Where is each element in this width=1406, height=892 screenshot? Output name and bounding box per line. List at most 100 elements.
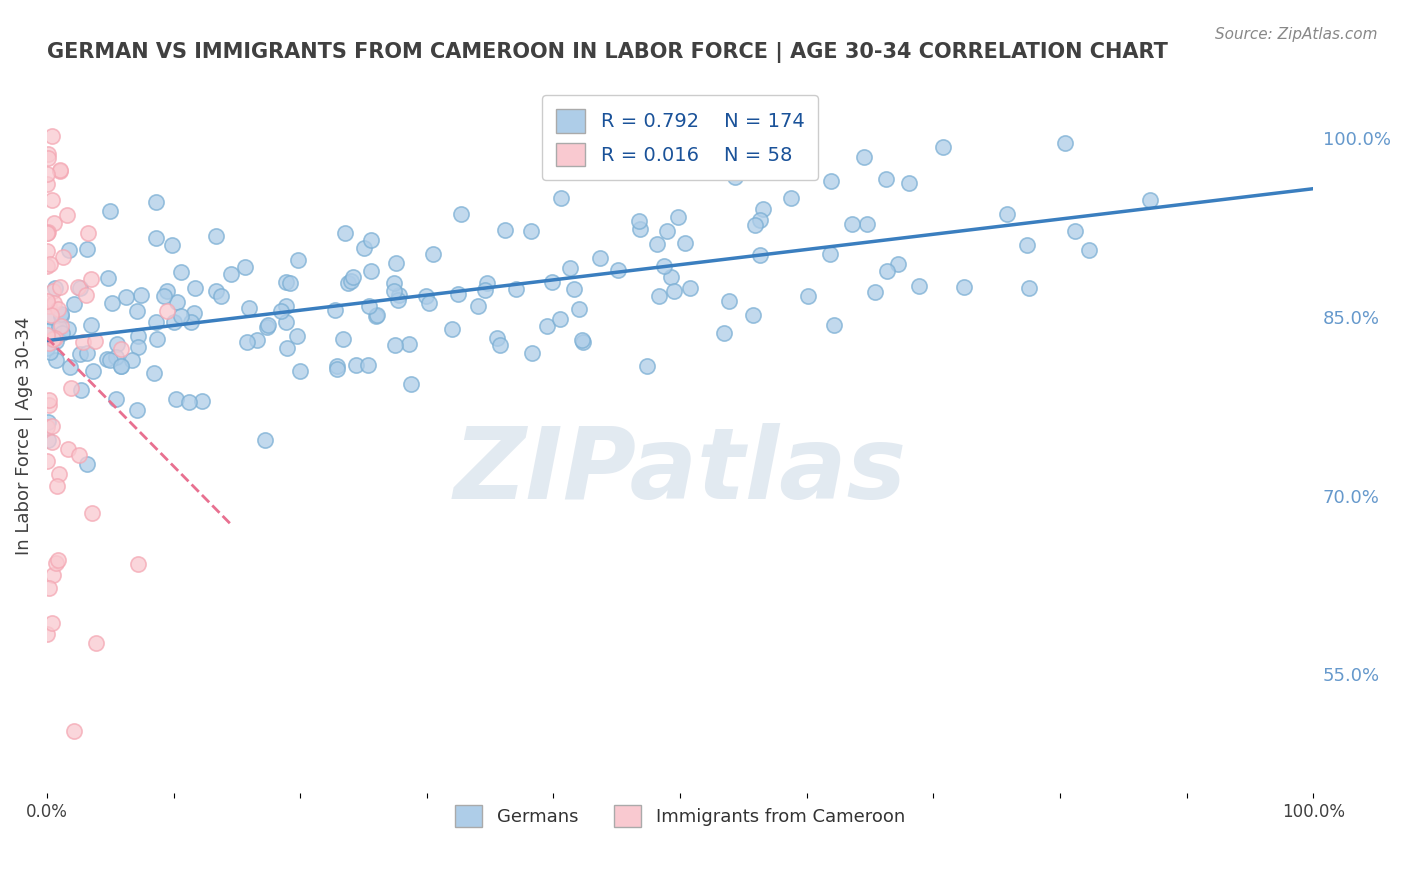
Germans [636, 359, 658, 373]
Germans [520, 346, 543, 360]
Germans [897, 176, 920, 190]
Germans [76, 457, 98, 471]
Immigrants from Cameroon [38, 336, 60, 351]
Germans [749, 213, 772, 227]
Text: ZIPatlas: ZIPatlas [454, 423, 907, 520]
Germans [96, 352, 118, 367]
Germans [191, 393, 214, 408]
Germans [384, 256, 406, 270]
Immigrants from Cameroon [35, 454, 58, 468]
Germans [125, 303, 148, 318]
Germans [165, 392, 187, 406]
Immigrants from Cameroon [49, 163, 72, 178]
Germans [37, 341, 59, 355]
Immigrants from Cameroon [46, 552, 69, 566]
Text: GERMAN VS IMMIGRANTS FROM CAMEROON IN LABOR FORCE | AGE 30-34 CORRELATION CHART: GERMAN VS IMMIGRANTS FROM CAMEROON IN LA… [46, 42, 1168, 62]
Immigrants from Cameroon [37, 146, 59, 161]
Germans [184, 281, 207, 295]
Germans [550, 191, 572, 205]
Germans [276, 342, 298, 356]
Germans [170, 265, 193, 279]
Germans [588, 252, 610, 266]
Germans [80, 318, 103, 332]
Germans [56, 321, 79, 335]
Germans [752, 202, 775, 216]
Germans [820, 174, 842, 188]
Germans [659, 270, 682, 285]
Germans [98, 353, 121, 368]
Germans [856, 217, 879, 231]
Germans [841, 217, 863, 231]
Germans [98, 203, 121, 218]
Germans [627, 214, 650, 228]
Immigrants from Cameroon [41, 193, 63, 207]
Germans [257, 318, 280, 333]
Germans [353, 241, 375, 255]
Immigrants from Cameroon [45, 556, 67, 570]
Germans [450, 207, 472, 221]
Germans [446, 287, 468, 301]
Germans [236, 335, 259, 350]
Immigrants from Cameroon [42, 216, 65, 230]
Germans [852, 150, 875, 164]
Germans [666, 210, 689, 224]
Germans [657, 224, 679, 238]
Germans [69, 281, 91, 295]
Germans [285, 329, 308, 343]
Text: Source: ZipAtlas.com: Source: ZipAtlas.com [1215, 27, 1378, 42]
Germans [679, 281, 702, 295]
Germans [607, 263, 630, 277]
Germans [276, 299, 298, 313]
Germans [780, 191, 803, 205]
Germans [183, 305, 205, 319]
Immigrants from Cameroon [127, 557, 149, 571]
Immigrants from Cameroon [77, 226, 100, 240]
Germans [399, 376, 422, 391]
Immigrants from Cameroon [38, 581, 60, 595]
Germans [59, 359, 82, 374]
Germans [560, 260, 582, 275]
Germans [422, 246, 444, 260]
Germans [418, 295, 440, 310]
Germans [170, 309, 193, 323]
Germans [357, 299, 380, 313]
Immigrants from Cameroon [35, 627, 58, 641]
Germans [387, 293, 409, 308]
Immigrants from Cameroon [67, 448, 90, 462]
Germans [440, 322, 463, 336]
Immigrants from Cameroon [37, 168, 59, 182]
Germans [475, 277, 498, 291]
Germans [1077, 244, 1099, 258]
Immigrants from Cameroon [41, 615, 63, 630]
Germans [219, 267, 242, 281]
Germans [332, 332, 354, 346]
Immigrants from Cameroon [38, 398, 60, 412]
Germans [724, 169, 747, 184]
Germans [382, 276, 405, 290]
Germans [388, 288, 411, 302]
Germans [287, 252, 309, 267]
Immigrants from Cameroon [49, 280, 72, 294]
Immigrants from Cameroon [39, 256, 62, 270]
Immigrants from Cameroon [41, 418, 63, 433]
Immigrants from Cameroon [156, 303, 179, 318]
Immigrants from Cameroon [35, 259, 58, 273]
Germans [326, 362, 349, 376]
Immigrants from Cameroon [110, 342, 132, 356]
Germans [166, 295, 188, 310]
Germans [536, 318, 558, 333]
Immigrants from Cameroon [37, 225, 59, 239]
Immigrants from Cameroon [49, 164, 72, 178]
Germans [246, 333, 269, 347]
Germans [485, 331, 508, 345]
Germans [127, 340, 149, 354]
Germans [398, 336, 420, 351]
Germans [290, 364, 312, 378]
Germans [127, 403, 149, 417]
Germans [863, 285, 886, 300]
Germans [205, 284, 228, 298]
Immigrants from Cameroon [35, 177, 58, 191]
Germans [235, 260, 257, 275]
Immigrants from Cameroon [35, 227, 58, 241]
Germans [820, 246, 842, 260]
